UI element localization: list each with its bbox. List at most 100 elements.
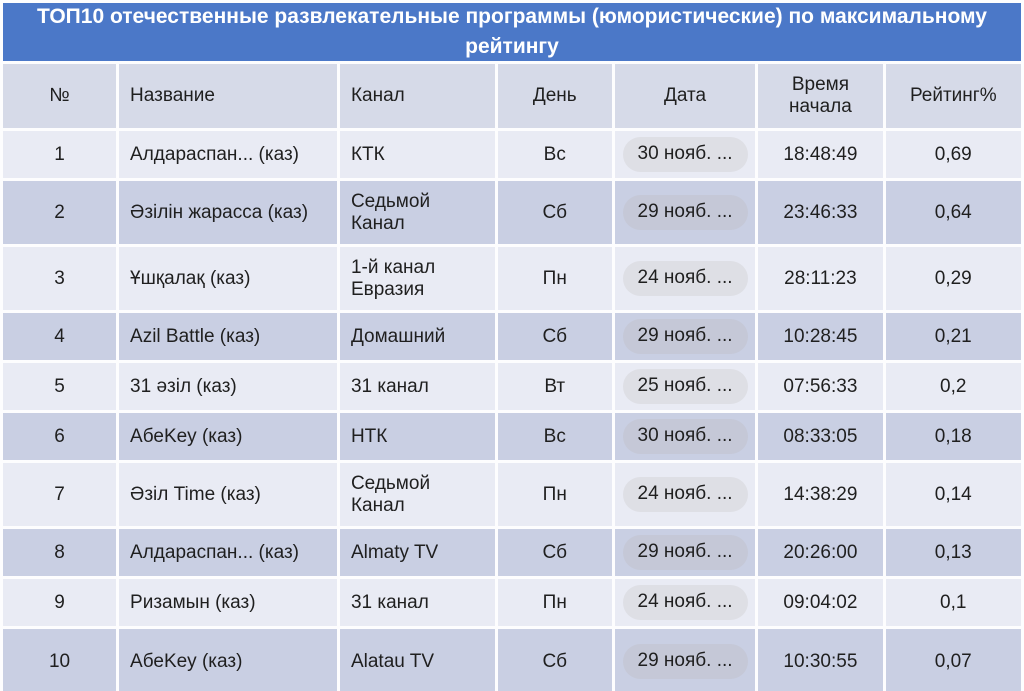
table-title: ТОП10 отечественные развлекательные прог… xyxy=(3,3,1021,61)
cell-name: АбеKey (каз) xyxy=(119,413,337,460)
date-pill[interactable]: 30 нояб. ... xyxy=(622,419,748,454)
date-pill[interactable]: 30 нояб. ... xyxy=(622,137,748,172)
cell-channel: Домашний xyxy=(339,313,495,360)
table-row-10: 10 АбеKey (каз) Alatau TV Сб 29 нояб. ..… xyxy=(3,629,1021,691)
cell-num: 8 xyxy=(3,529,117,576)
cell-rating: 0,69 xyxy=(885,131,1021,178)
cell-num: 9 xyxy=(3,579,117,626)
cell-day: Сб xyxy=(497,529,612,576)
col-header-date: Дата xyxy=(614,64,756,128)
cell-name: Алдараспан... (каз) xyxy=(119,131,337,178)
cell-time: 23:46:33 xyxy=(758,181,883,244)
cell-date: 29 нояб. ... xyxy=(614,181,756,244)
cell-date: 29 нояб. ... xyxy=(614,629,756,691)
cell-rating: 0,18 xyxy=(885,413,1021,460)
cell-day: Пн xyxy=(497,579,612,626)
cell-name: Ұшқалақ (каз) xyxy=(119,247,337,310)
date-pill[interactable]: 25 нояб. ... xyxy=(622,369,748,404)
cell-name: Әзілін жарасса (каз) xyxy=(119,181,337,244)
col-header-name: Название xyxy=(119,64,337,128)
col-header-rating: Рейтинг% xyxy=(885,64,1021,128)
cell-num: 3 xyxy=(3,247,117,310)
cell-day: Вс xyxy=(497,413,612,460)
cell-time: 07:56:33 xyxy=(758,363,883,410)
col-header-day: День xyxy=(497,64,612,128)
cell-rating: 0,64 xyxy=(885,181,1021,244)
table-row-1: 1 Алдараспан... (каз) КТК Вс 30 нояб. ..… xyxy=(3,131,1021,178)
cell-channel: КТК xyxy=(339,131,495,178)
table-row-5: 5 31 әзіл (каз) 31 канал Вт 25 нояб. ...… xyxy=(3,363,1021,410)
cell-name: Ризамын (каз) xyxy=(119,579,337,626)
cell-day: Сб xyxy=(497,181,612,244)
cell-channel: 31 канал xyxy=(339,363,495,410)
table-row-8: 8 Алдараспан... (каз) Almaty TV Сб 29 но… xyxy=(3,529,1021,576)
date-pill[interactable]: 29 нояб. ... xyxy=(622,644,748,679)
cell-name: Алдараспан... (каз) xyxy=(119,529,337,576)
cell-date: 24 нояб. ... xyxy=(614,247,756,310)
cell-rating: 0,07 xyxy=(885,629,1021,691)
cell-rating: 0,29 xyxy=(885,247,1021,310)
cell-channel: Седьмой Канал xyxy=(339,181,495,244)
cell-rating: 0,2 xyxy=(885,363,1021,410)
cell-day: Сб xyxy=(497,629,612,691)
cell-rating: 0,13 xyxy=(885,529,1021,576)
cell-rating: 0,1 xyxy=(885,579,1021,626)
cell-rating: 0,14 xyxy=(885,463,1021,526)
date-pill[interactable]: 29 нояб. ... xyxy=(622,195,748,230)
col-header-start-time: Время начала xyxy=(758,64,883,128)
cell-name: 31 әзіл (каз) xyxy=(119,363,337,410)
cell-time: 28:11:23 xyxy=(758,247,883,310)
cell-date: 25 нояб. ... xyxy=(614,363,756,410)
cell-rating: 0,21 xyxy=(885,313,1021,360)
cell-day: Пн xyxy=(497,247,612,310)
cell-date: 30 нояб. ... xyxy=(614,413,756,460)
cell-date: 24 нояб. ... xyxy=(614,463,756,526)
cell-channel: НТК xyxy=(339,413,495,460)
cell-name: Әзіл Time (каз) xyxy=(119,463,337,526)
table-row-3: 3 Ұшқалақ (каз) 1-й канал Евразия Пн 24 … xyxy=(3,247,1021,310)
cell-time: 14:38:29 xyxy=(758,463,883,526)
cell-name: Azil Battle (каз) xyxy=(119,313,337,360)
date-pill[interactable]: 29 нояб. ... xyxy=(622,535,748,570)
cell-day: Вс xyxy=(497,131,612,178)
cell-channel: Alatau TV xyxy=(339,629,495,691)
table-row-2: 2 Әзілін жарасса (каз) Седьмой Канал Сб … xyxy=(3,181,1021,244)
cell-num: 1 xyxy=(3,131,117,178)
cell-time: 09:04:02 xyxy=(758,579,883,626)
cell-day: Вт xyxy=(497,363,612,410)
cell-channel: Almaty TV xyxy=(339,529,495,576)
cell-num: 6 xyxy=(3,413,117,460)
table-row-7: 7 Әзіл Time (каз) Седьмой Канал Пн 24 но… xyxy=(3,463,1021,526)
col-header-num: № xyxy=(3,64,117,128)
header-row: № Название Канал День Дата Время начала … xyxy=(3,64,1021,128)
cell-day: Пн xyxy=(497,463,612,526)
cell-date: 30 нояб. ... xyxy=(614,131,756,178)
cell-time: 08:33:05 xyxy=(758,413,883,460)
col-header-channel: Канал xyxy=(339,64,495,128)
cell-day: Сб xyxy=(497,313,612,360)
cell-channel: 31 канал xyxy=(339,579,495,626)
table-row-9: 9 Ризамын (каз) 31 канал Пн 24 нояб. ...… xyxy=(3,579,1021,626)
cell-date: 24 нояб. ... xyxy=(614,579,756,626)
cell-num: 10 xyxy=(3,629,117,691)
cell-num: 4 xyxy=(3,313,117,360)
cell-date: 29 нояб. ... xyxy=(614,529,756,576)
cell-time: 20:26:00 xyxy=(758,529,883,576)
cell-num: 7 xyxy=(3,463,117,526)
date-pill[interactable]: 24 нояб. ... xyxy=(622,585,748,620)
date-pill[interactable]: 24 нояб. ... xyxy=(622,261,748,296)
cell-num: 2 xyxy=(3,181,117,244)
table-row-4: 4 Azil Battle (каз) Домашний Сб 29 нояб.… xyxy=(3,313,1021,360)
date-pill[interactable]: 29 нояб. ... xyxy=(622,319,748,354)
cell-time: 10:28:45 xyxy=(758,313,883,360)
cell-date: 29 нояб. ... xyxy=(614,313,756,360)
cell-time: 10:30:55 xyxy=(758,629,883,691)
top10-ratings-table: № Название Канал День Дата Время начала … xyxy=(0,61,1024,691)
cell-channel: Седьмой Канал xyxy=(339,463,495,526)
table-row-6: 6 АбеKey (каз) НТК Вс 30 нояб. ... 08:33… xyxy=(3,413,1021,460)
date-pill[interactable]: 24 нояб. ... xyxy=(622,477,748,512)
cell-name: АбеKey (каз) xyxy=(119,629,337,691)
cell-time: 18:48:49 xyxy=(758,131,883,178)
cell-num: 5 xyxy=(3,363,117,410)
